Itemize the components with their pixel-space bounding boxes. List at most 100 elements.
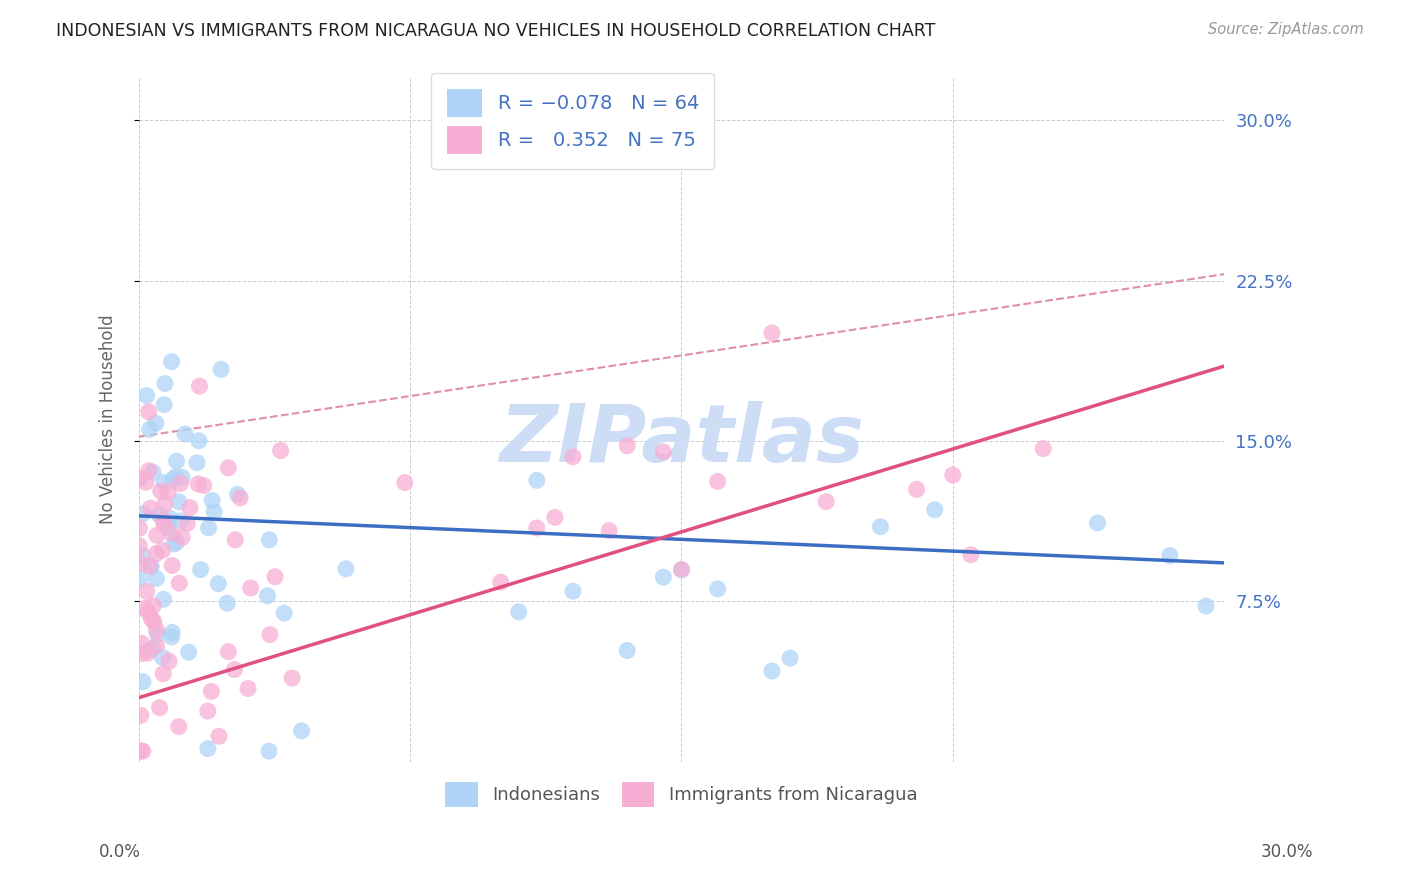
Point bbox=[187, 477, 209, 491]
Point bbox=[197, 521, 219, 535]
Point bbox=[142, 466, 165, 480]
Point bbox=[256, 589, 278, 603]
Y-axis label: No Vehicles in Household: No Vehicles in Household bbox=[100, 315, 117, 524]
Point bbox=[138, 605, 160, 619]
Point bbox=[217, 645, 239, 659]
Point bbox=[160, 526, 183, 541]
Point bbox=[152, 543, 174, 558]
Point bbox=[188, 379, 211, 393]
Point bbox=[229, 491, 252, 505]
Point bbox=[160, 558, 183, 573]
Point bbox=[160, 625, 183, 640]
Point bbox=[652, 445, 675, 459]
Point bbox=[526, 474, 548, 488]
Point bbox=[190, 563, 212, 577]
Point bbox=[224, 663, 246, 677]
Point bbox=[139, 559, 162, 574]
Point bbox=[197, 741, 219, 756]
Point bbox=[135, 584, 157, 599]
Point bbox=[1159, 549, 1181, 563]
Point bbox=[217, 596, 239, 610]
Point bbox=[905, 483, 928, 497]
Point bbox=[239, 581, 262, 595]
Point bbox=[176, 516, 198, 531]
Point bbox=[135, 388, 157, 402]
Point bbox=[177, 645, 200, 659]
Text: INDONESIAN VS IMMIGRANTS FROM NICARAGUA NO VEHICLES IN HOUSEHOLD CORRELATION CHA: INDONESIAN VS IMMIGRANTS FROM NICARAGUA … bbox=[56, 22, 935, 40]
Point bbox=[152, 666, 174, 681]
Point bbox=[163, 537, 186, 551]
Point bbox=[224, 533, 246, 547]
Point bbox=[152, 650, 174, 665]
Point bbox=[671, 562, 693, 576]
Point bbox=[148, 508, 170, 522]
Point bbox=[146, 528, 169, 542]
Point bbox=[132, 744, 155, 758]
Point bbox=[142, 615, 165, 629]
Point bbox=[706, 475, 728, 489]
Point bbox=[815, 494, 838, 508]
Point bbox=[197, 704, 219, 718]
Point bbox=[141, 559, 163, 574]
Point bbox=[169, 476, 191, 491]
Point bbox=[394, 475, 416, 490]
Point bbox=[166, 454, 188, 468]
Point bbox=[159, 511, 181, 525]
Point bbox=[200, 684, 222, 698]
Point bbox=[167, 576, 190, 591]
Point bbox=[142, 599, 165, 613]
Point bbox=[170, 470, 193, 484]
Point bbox=[129, 744, 152, 758]
Point bbox=[598, 524, 620, 538]
Point bbox=[157, 485, 180, 500]
Point bbox=[153, 398, 176, 412]
Point bbox=[160, 355, 183, 369]
Point bbox=[138, 405, 160, 419]
Point bbox=[186, 456, 208, 470]
Point bbox=[152, 592, 174, 607]
Point bbox=[153, 497, 176, 511]
Point bbox=[145, 547, 167, 561]
Point bbox=[761, 326, 783, 340]
Point bbox=[208, 729, 231, 743]
Point bbox=[209, 362, 232, 376]
Point bbox=[259, 627, 281, 641]
Point bbox=[273, 606, 295, 620]
Point bbox=[145, 416, 167, 430]
Point bbox=[136, 646, 159, 660]
Point bbox=[146, 627, 169, 641]
Point bbox=[141, 642, 163, 657]
Point bbox=[671, 563, 693, 577]
Point bbox=[335, 562, 357, 576]
Point bbox=[135, 475, 157, 490]
Point bbox=[257, 744, 280, 758]
Point bbox=[131, 549, 153, 563]
Point bbox=[226, 487, 249, 501]
Legend: Indonesians, Immigrants from Nicaragua: Indonesians, Immigrants from Nicaragua bbox=[439, 774, 925, 814]
Point bbox=[281, 671, 304, 685]
Point bbox=[201, 493, 224, 508]
Text: 0.0%: 0.0% bbox=[98, 843, 141, 861]
Point bbox=[129, 571, 152, 585]
Point bbox=[129, 556, 152, 570]
Point bbox=[138, 422, 160, 436]
Point bbox=[652, 570, 675, 584]
Point bbox=[779, 651, 801, 665]
Point bbox=[193, 478, 215, 492]
Point bbox=[1032, 442, 1054, 456]
Point bbox=[160, 630, 183, 644]
Point bbox=[562, 584, 585, 599]
Point bbox=[128, 521, 150, 535]
Point bbox=[761, 664, 783, 678]
Point bbox=[148, 700, 170, 714]
Point bbox=[236, 681, 259, 696]
Point bbox=[869, 520, 891, 534]
Point bbox=[202, 505, 225, 519]
Point bbox=[138, 464, 160, 478]
Point bbox=[526, 521, 548, 535]
Point bbox=[167, 495, 190, 509]
Point bbox=[128, 539, 150, 553]
Text: ZIPatlas: ZIPatlas bbox=[499, 401, 865, 479]
Text: Source: ZipAtlas.com: Source: ZipAtlas.com bbox=[1208, 22, 1364, 37]
Point bbox=[174, 427, 197, 442]
